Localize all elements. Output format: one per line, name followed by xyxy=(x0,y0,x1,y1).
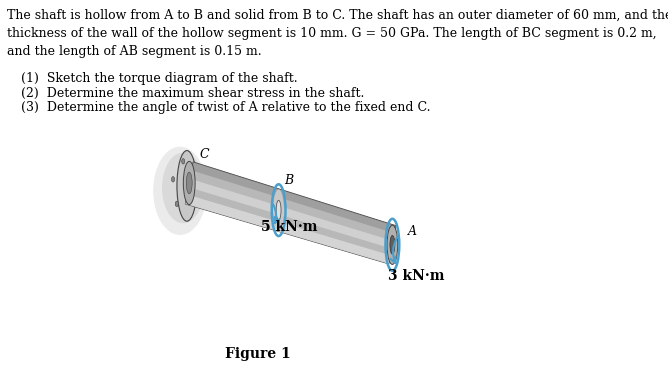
Ellipse shape xyxy=(177,151,197,221)
Ellipse shape xyxy=(186,172,192,194)
Polygon shape xyxy=(185,162,396,264)
Ellipse shape xyxy=(276,200,281,220)
Ellipse shape xyxy=(175,201,178,207)
Text: A: A xyxy=(407,225,417,238)
Ellipse shape xyxy=(273,189,284,231)
Polygon shape xyxy=(185,195,390,264)
Polygon shape xyxy=(192,162,396,233)
Text: Figure 1: Figure 1 xyxy=(224,347,291,361)
Text: B: B xyxy=(285,174,293,187)
Ellipse shape xyxy=(183,161,195,204)
Polygon shape xyxy=(188,179,393,249)
Ellipse shape xyxy=(162,153,204,223)
Ellipse shape xyxy=(387,225,397,264)
Ellipse shape xyxy=(182,159,185,164)
Text: (2)  Determine the maximum shear stress in the shaft.: (2) Determine the maximum shear stress i… xyxy=(21,87,364,100)
Text: 5 kN·m: 5 kN·m xyxy=(261,220,317,234)
Text: C: C xyxy=(200,149,210,161)
Ellipse shape xyxy=(196,201,198,207)
Ellipse shape xyxy=(153,147,207,235)
Text: 3 kN·m: 3 kN·m xyxy=(388,269,444,283)
Ellipse shape xyxy=(196,165,198,170)
Text: (3)  Determine the angle of twist of A relative to the fixed end C.: (3) Determine the angle of twist of A re… xyxy=(21,101,430,115)
Text: (1)  Sketch the torque diagram of the shaft.: (1) Sketch the torque diagram of the sha… xyxy=(21,72,297,85)
Ellipse shape xyxy=(172,177,174,182)
Ellipse shape xyxy=(390,235,395,254)
Text: The shaft is hollow from A to B and solid from B to C. The shaft has an outer di: The shaft is hollow from A to B and soli… xyxy=(7,9,668,58)
Ellipse shape xyxy=(199,190,202,195)
